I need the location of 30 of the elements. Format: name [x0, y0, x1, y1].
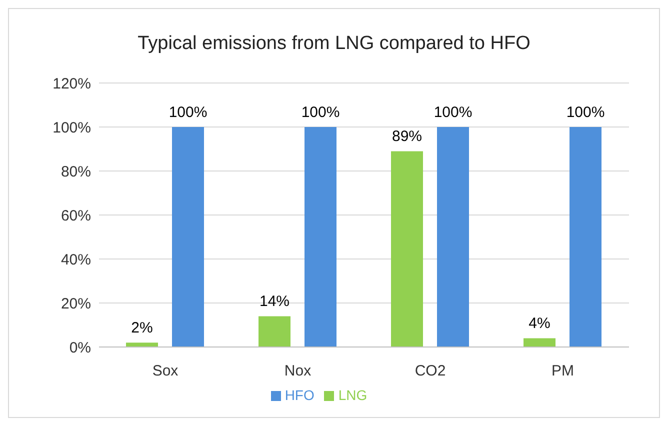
data-label: 2%	[131, 320, 153, 337]
x-tick-label: CO2	[414, 362, 446, 380]
bar	[437, 127, 469, 347]
data-label: 14%	[259, 293, 290, 310]
data-label: 4%	[528, 315, 550, 332]
bar	[391, 151, 423, 347]
x-tick-label: PM	[552, 362, 574, 380]
data-label: 100%	[301, 104, 340, 121]
legend-label: LNG	[338, 387, 368, 403]
y-tick-label: 60%	[60, 207, 91, 224]
chart-title: Typical emissions from LNG compared to HFO	[136, 32, 532, 56]
bar	[258, 316, 290, 347]
bar	[126, 342, 158, 347]
y-tick-label: 0%	[69, 339, 91, 356]
legend-label: HFO	[284, 387, 314, 403]
y-tick-label: 100%	[52, 119, 91, 136]
y-tick-label: 20%	[60, 295, 91, 312]
data-label: 89%	[392, 128, 422, 146]
bar	[172, 127, 204, 347]
x-tick-label: Nox	[284, 362, 312, 380]
y-tick-label: 40%	[60, 251, 91, 268]
data-label: 100%	[434, 104, 472, 121]
data-label: 100%	[566, 104, 605, 121]
data-label: 100%	[168, 104, 208, 121]
y-tick-label: 120%	[52, 75, 91, 92]
bar	[304, 127, 336, 347]
y-tick-label: 80%	[60, 163, 91, 180]
bar	[570, 127, 602, 347]
x-tick-label: Sox	[152, 362, 179, 380]
bar	[524, 338, 556, 347]
